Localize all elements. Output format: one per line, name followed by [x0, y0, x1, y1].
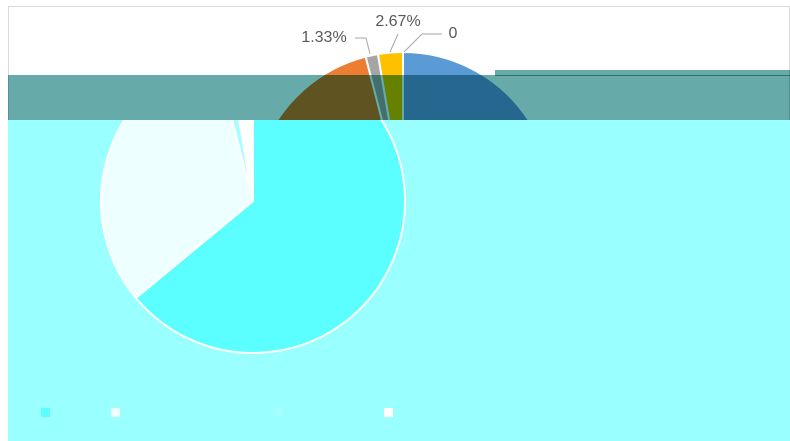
leader-line	[355, 37, 371, 55]
overlay-band	[8, 75, 790, 120]
overlay-band	[495, 70, 790, 76]
leader-line	[389, 33, 399, 53]
data-label: 1.33%	[301, 29, 346, 46]
overlay-panel	[8, 120, 790, 441]
data-label: 2.67%	[375, 13, 420, 30]
data-labels: 0 1.33% 2.67%	[301, 13, 457, 46]
leader-lines	[355, 33, 442, 55]
leader-line	[403, 33, 442, 53]
data-label: 0	[449, 25, 458, 42]
